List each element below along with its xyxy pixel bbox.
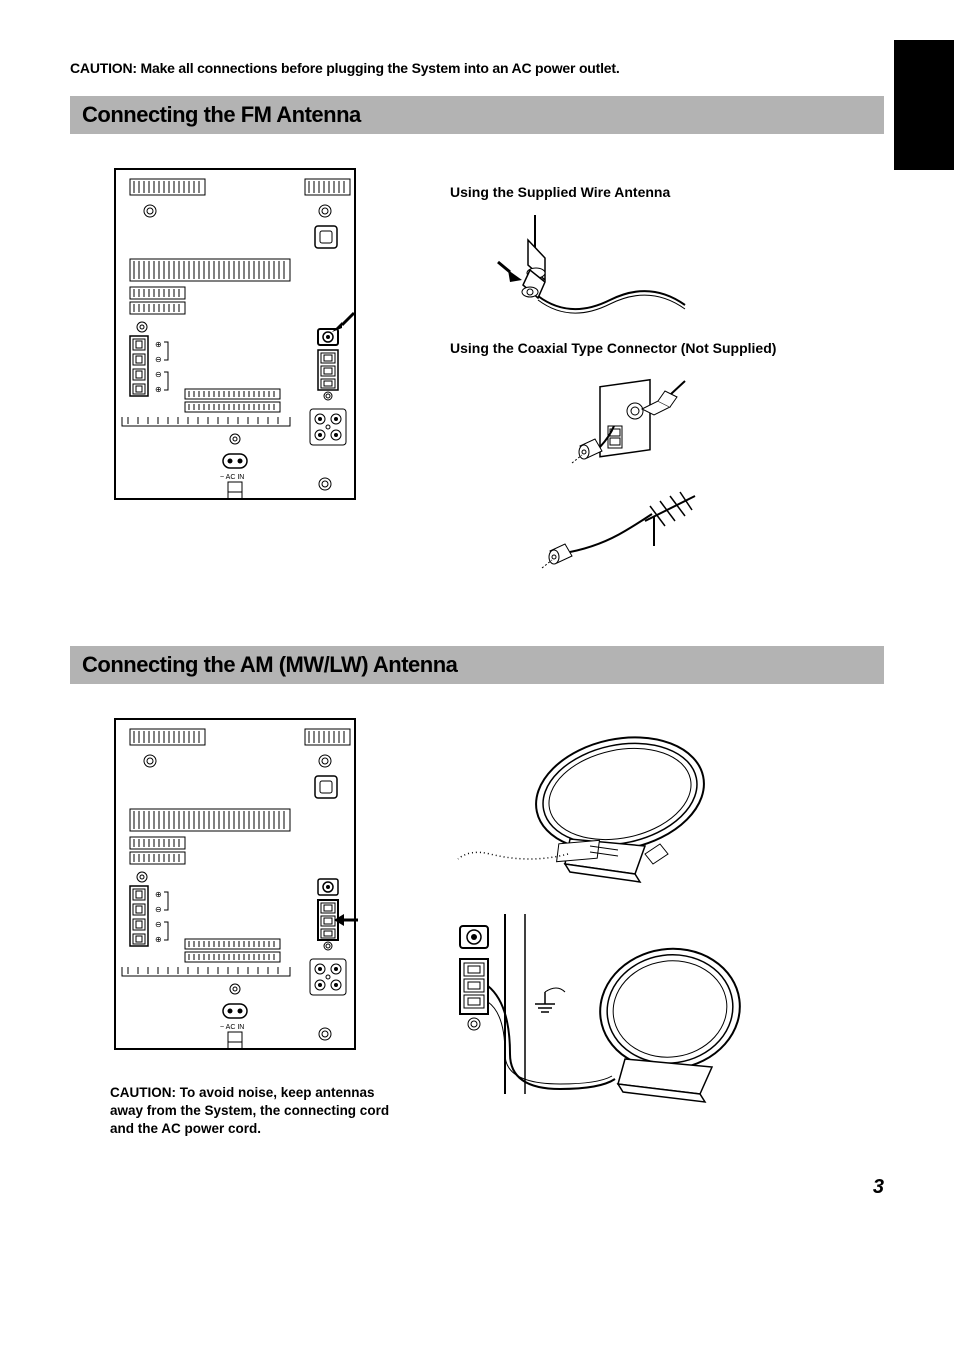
am-left-col: ⊕ ⊖ ⊖ ⊕ [70, 714, 410, 1139]
svg-text:⊖: ⊖ [155, 355, 162, 364]
fm-left-col: ⊕ ⊖ ⊖ ⊕ [70, 164, 410, 596]
page-container: CAUTION: Make all connections before plu… [0, 0, 954, 1229]
svg-text:⊖: ⊖ [155, 920, 162, 929]
fm-two-col: ⊕ ⊖ ⊖ ⊕ [70, 164, 884, 596]
am-loop-antenna-diagram [450, 724, 730, 894]
black-side-tab [894, 40, 954, 170]
am-two-col: ⊕ ⊖ ⊖ ⊕ [70, 714, 884, 1139]
fm-right-col: Using the Supplied Wire Antenna [450, 164, 884, 596]
am-caution-text: CAUTION: To avoid noise, keep antennas a… [110, 1084, 410, 1139]
rear-panel-fm-diagram: ⊕ ⊖ ⊖ ⊕ [110, 164, 360, 504]
am-loop-connected-diagram [450, 914, 770, 1114]
wire-antenna-diagram [450, 210, 700, 325]
ac-in-label-am: ~ AC IN [220, 1024, 244, 1031]
svg-text:⊕: ⊕ [155, 385, 162, 394]
page-number: 3 [873, 1176, 884, 1199]
rear-panel-am-diagram: ⊕ ⊖ ⊖ ⊕ [110, 714, 360, 1054]
caution-top-text: CAUTION: Make all connections before plu… [70, 60, 884, 76]
am-right-col [450, 714, 884, 1139]
section-am-title-bar: Connecting the AM (MW/LW) Antenna [70, 646, 884, 684]
section-am: Connecting the AM (MW/LW) Antenna [70, 646, 884, 1139]
section-fm-title-bar: Connecting the FM Antenna [70, 96, 884, 134]
fm-coax-heading: Using the Coaxial Type Connector (Not Su… [450, 340, 884, 356]
ac-in-label: ~ AC IN [220, 474, 244, 481]
svg-text:⊕: ⊕ [155, 340, 162, 349]
coax-antenna-diagram [450, 366, 730, 596]
svg-text:⊖: ⊖ [155, 905, 162, 914]
svg-text:⊕: ⊕ [155, 935, 162, 944]
svg-text:⊕: ⊕ [155, 890, 162, 899]
fm-wire-heading: Using the Supplied Wire Antenna [450, 184, 884, 200]
section-fm: Connecting the FM Antenna [70, 96, 884, 596]
svg-text:⊖: ⊖ [155, 370, 162, 379]
